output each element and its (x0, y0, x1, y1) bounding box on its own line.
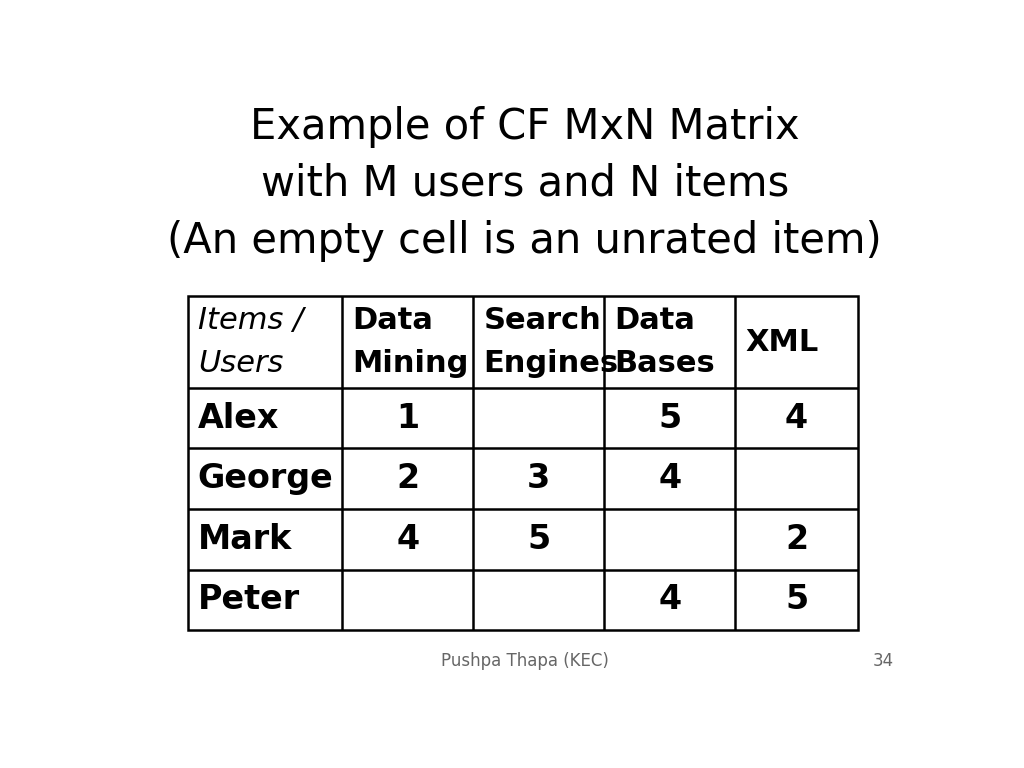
Text: George: George (198, 462, 334, 495)
Text: 2: 2 (396, 462, 419, 495)
Text: 1: 1 (396, 402, 419, 435)
Text: 3: 3 (527, 462, 550, 495)
Text: Search
Engines: Search Engines (483, 306, 618, 378)
Text: Alex: Alex (198, 402, 280, 435)
Text: 2: 2 (785, 523, 808, 556)
Text: Peter: Peter (198, 584, 300, 617)
Text: 5: 5 (658, 402, 681, 435)
Text: 4: 4 (396, 523, 419, 556)
Text: Mark: Mark (198, 523, 292, 556)
Text: 4: 4 (658, 584, 681, 617)
Text: Data
Bases: Data Bases (614, 306, 715, 378)
Text: 34: 34 (872, 652, 894, 670)
Text: Items /
Users: Items / Users (198, 306, 303, 378)
Text: 4: 4 (658, 462, 681, 495)
Text: Example of CF MxN Matrix
with M users and N items
(An empty cell is an unrated i: Example of CF MxN Matrix with M users an… (168, 106, 882, 262)
Text: Data
Mining: Data Mining (352, 306, 469, 378)
Text: Pushpa Thapa (KEC): Pushpa Thapa (KEC) (441, 652, 608, 670)
Text: 5: 5 (527, 523, 550, 556)
Text: 5: 5 (785, 584, 808, 617)
Bar (187, 296, 858, 631)
Text: 4: 4 (785, 402, 808, 435)
Text: XML: XML (745, 327, 818, 356)
